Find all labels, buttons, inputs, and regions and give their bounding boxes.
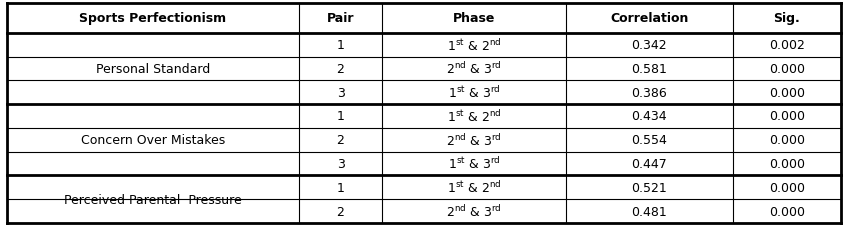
Text: 0.000: 0.000 bbox=[769, 86, 805, 99]
Text: Sports Perfectionism: Sports Perfectionism bbox=[79, 12, 226, 25]
Text: 0.386: 0.386 bbox=[632, 86, 667, 99]
Text: Personal Standard: Personal Standard bbox=[96, 63, 210, 76]
Text: $1^{\mathrm{st}}$ & $2^{\mathrm{nd}}$: $1^{\mathrm{st}}$ & $2^{\mathrm{nd}}$ bbox=[447, 180, 501, 195]
Text: 0.002: 0.002 bbox=[769, 39, 805, 52]
Text: Correlation: Correlation bbox=[610, 12, 689, 25]
Text: 1: 1 bbox=[337, 181, 344, 194]
Text: $1^{\mathrm{st}}$ & $3^{\mathrm{rd}}$: $1^{\mathrm{st}}$ & $3^{\mathrm{rd}}$ bbox=[448, 156, 500, 172]
Text: 0.342: 0.342 bbox=[632, 39, 667, 52]
Text: 3: 3 bbox=[337, 157, 344, 170]
Text: Sig.: Sig. bbox=[773, 12, 801, 25]
Text: Concern Over Mistakes: Concern Over Mistakes bbox=[81, 134, 225, 147]
Text: 0.434: 0.434 bbox=[632, 110, 667, 123]
Text: $1^{\mathrm{st}}$ & $2^{\mathrm{nd}}$: $1^{\mathrm{st}}$ & $2^{\mathrm{nd}}$ bbox=[447, 37, 501, 53]
Text: Phase: Phase bbox=[453, 12, 495, 25]
Text: 0.581: 0.581 bbox=[632, 63, 667, 76]
Text: Perceived Parental  Pressure: Perceived Parental Pressure bbox=[64, 193, 242, 206]
Text: Pair: Pair bbox=[326, 12, 354, 25]
Text: 3: 3 bbox=[337, 86, 344, 99]
Text: 0.481: 0.481 bbox=[632, 205, 667, 217]
Text: $2^{\mathrm{nd}}$ & $3^{\mathrm{rd}}$: $2^{\mathrm{nd}}$ & $3^{\mathrm{rd}}$ bbox=[446, 132, 502, 148]
Text: 0.521: 0.521 bbox=[632, 181, 667, 194]
Text: 0.000: 0.000 bbox=[769, 181, 805, 194]
Text: 1: 1 bbox=[337, 110, 344, 123]
Text: 0.000: 0.000 bbox=[769, 205, 805, 217]
Text: $1^{\mathrm{st}}$ & $3^{\mathrm{rd}}$: $1^{\mathrm{st}}$ & $3^{\mathrm{rd}}$ bbox=[448, 85, 500, 101]
Text: $1^{\mathrm{st}}$ & $2^{\mathrm{nd}}$: $1^{\mathrm{st}}$ & $2^{\mathrm{nd}}$ bbox=[447, 109, 501, 124]
Text: $2^{\mathrm{nd}}$ & $3^{\mathrm{rd}}$: $2^{\mathrm{nd}}$ & $3^{\mathrm{rd}}$ bbox=[446, 61, 502, 77]
Text: 1: 1 bbox=[337, 39, 344, 52]
Text: $2^{\mathrm{nd}}$ & $3^{\mathrm{rd}}$: $2^{\mathrm{nd}}$ & $3^{\mathrm{rd}}$ bbox=[446, 203, 502, 219]
Text: 0.000: 0.000 bbox=[769, 63, 805, 76]
Text: 0.000: 0.000 bbox=[769, 134, 805, 147]
Text: 2: 2 bbox=[337, 63, 344, 76]
Text: 0.447: 0.447 bbox=[632, 157, 667, 170]
Text: 0.000: 0.000 bbox=[769, 110, 805, 123]
Text: 2: 2 bbox=[337, 134, 344, 147]
Text: 0.000: 0.000 bbox=[769, 157, 805, 170]
Text: 2: 2 bbox=[337, 205, 344, 217]
Text: 0.554: 0.554 bbox=[632, 134, 667, 147]
